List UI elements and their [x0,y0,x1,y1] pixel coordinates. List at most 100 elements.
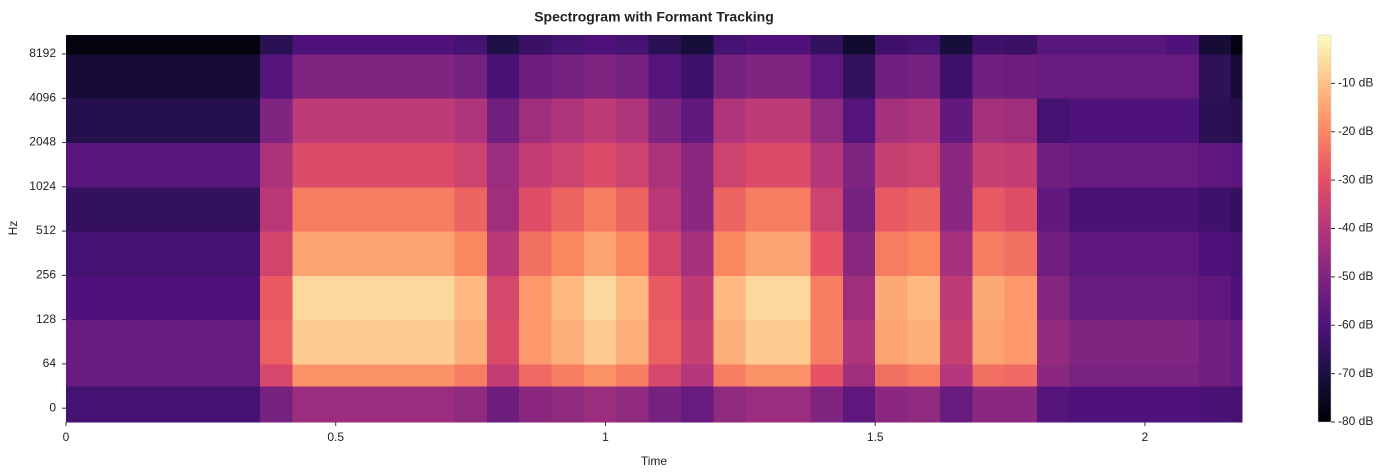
heat-cell [972,386,1006,423]
heat-cell [422,319,455,365]
heat-cell [616,363,650,387]
heat-cell [842,386,876,423]
heat-cell [260,275,294,321]
heat-cell [260,319,294,365]
heat-cell [1037,53,1070,99]
heat-cell [324,35,358,55]
heat-cell [745,231,779,276]
heat-cell [422,386,455,423]
heat-cell [486,231,520,276]
heat-cell [324,386,358,423]
heat-cell [907,363,941,387]
heat-cell [1231,386,1243,423]
heat-cell [1134,35,1167,55]
heat-cell [1166,363,1200,387]
heat-cell [713,142,747,188]
heat-cell [1134,363,1167,387]
heat-cell [1101,35,1135,55]
heat-cell [1231,231,1243,276]
heat-cell [195,275,229,321]
heat-cell [778,275,811,321]
heat-cell [195,98,229,144]
heat-cell [1231,98,1243,144]
heat-cell [1231,319,1243,365]
heat-cell [130,35,164,55]
heat-cell [324,319,358,365]
heat-cell [875,35,909,55]
heat-cell [1166,142,1200,188]
heat-cell [357,98,391,144]
heat-cell [810,231,844,276]
heat-cell [389,98,423,144]
heat-cell [519,231,553,276]
x-tick-label: 1 [602,430,609,444]
heat-cell [324,186,358,232]
heat-cell [454,275,488,321]
y-tick-label: 128 [36,312,56,326]
heat-cell [519,275,553,321]
heat-cell [1004,231,1038,276]
heat-cell [163,231,196,276]
heat-cell [745,142,779,188]
heat-cell [98,142,132,188]
heat-cell [778,363,811,387]
heat-cell [648,363,682,387]
heat-cell [875,363,909,387]
heat-cell [227,98,261,144]
heat-cell [616,98,650,144]
heat-cell [1166,275,1200,321]
heat-cell [66,231,99,276]
heat-cell [486,98,520,144]
heat-cell [713,35,747,55]
heat-cell [616,186,650,232]
heat-cell [163,53,196,99]
heat-cell [1134,275,1167,321]
heat-cell [551,98,585,144]
heat-cell [357,142,391,188]
heat-cell [66,363,99,387]
heat-cell [227,35,261,55]
heat-cell [583,363,617,387]
heat-cell [1134,386,1167,423]
heat-cell [875,319,909,365]
heat-cell [454,363,488,387]
heat-cell [972,319,1006,365]
heat-cell [519,186,553,232]
heat-cell [1037,98,1070,144]
heat-cell [778,142,811,188]
heat-cell [1198,363,1232,387]
heat-cell [1004,53,1038,99]
heat-cell [1069,35,1103,55]
heat-cell [1134,142,1167,188]
heat-cell [260,142,294,188]
heat-cell [1166,98,1200,144]
heat-cell [1069,319,1103,365]
heat-cell [778,231,811,276]
x-tick-label: 1.5 [867,430,884,444]
x-tick-label: 0 [63,430,70,444]
heat-cell [907,35,941,55]
heat-cell [1037,319,1070,365]
heat-cell [227,363,261,387]
heat-cell [810,98,844,144]
heat-cell [1101,53,1135,99]
y-tick-label: 256 [36,268,56,282]
heat-cell [357,363,391,387]
heat-cell [842,142,876,188]
heat-cell [810,275,844,321]
heat-cell [583,231,617,276]
heat-cell [163,319,196,365]
heat-cell [422,231,455,276]
heat-cell [713,275,747,321]
heat-cell [66,142,99,188]
heat-cell [195,231,229,276]
heat-cell [163,275,196,321]
heat-cell [1134,186,1167,232]
heat-cell [324,98,358,144]
heat-cell [1069,386,1103,423]
heat-cell [422,35,455,55]
heat-cell [454,98,488,144]
heat-cell [1198,186,1232,232]
heat-cell [163,98,196,144]
heat-cell [551,231,585,276]
